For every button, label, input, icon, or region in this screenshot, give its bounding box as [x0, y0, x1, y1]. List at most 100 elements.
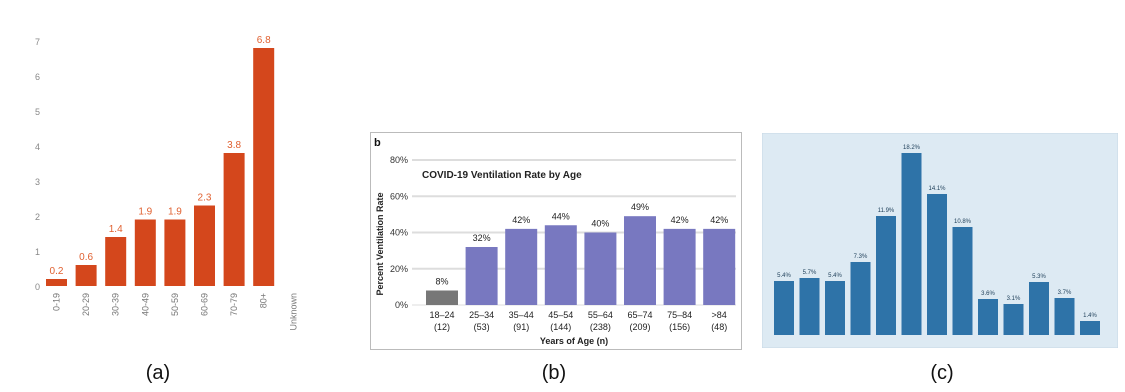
caption-c: (c) — [930, 362, 954, 384]
x-tick-label: 0-19 — [52, 293, 62, 311]
x-tick-n-label: (53) — [474, 322, 490, 332]
data-label: 40% — [591, 219, 609, 229]
y-tick-label: 3 — [35, 177, 40, 187]
data-label: 5.7% — [803, 270, 817, 276]
bar — [46, 279, 67, 286]
data-label: 10.8% — [954, 219, 972, 225]
bar — [1054, 298, 1075, 335]
bar — [927, 194, 947, 335]
x-tick-label: 65–74 — [627, 310, 652, 320]
bars — [426, 216, 736, 305]
data-label: 1.9 — [168, 207, 182, 218]
bar — [978, 299, 998, 335]
bar — [194, 205, 215, 286]
y-axis-label: Percent Ventilation Rate — [375, 192, 385, 295]
x-tick-label: 18–24 — [429, 310, 454, 320]
data-label: 1.4% — [1083, 313, 1097, 319]
y-tick-label: 20% — [390, 264, 408, 274]
bar — [505, 228, 538, 305]
value-labels: 8% 32% 42% 44% 40% 49% 42% 42% — [435, 202, 728, 286]
bars — [774, 153, 1100, 335]
bar — [624, 216, 656, 305]
value-labels: 5.4% 5.7% 5.4% 7.3% 11.9% 18.2% 14.1% 10.8% 3.6%… — [777, 145, 1097, 319]
panel-letter: b — [374, 137, 381, 149]
caption-a: (a) — [145, 362, 171, 384]
y-tick-label: 0% — [395, 300, 408, 310]
bar — [253, 48, 275, 286]
x-tick-label: 25–34 — [469, 310, 494, 320]
bar — [105, 237, 127, 286]
bar — [465, 247, 498, 305]
bar — [774, 281, 794, 335]
bar — [952, 227, 973, 335]
x-tick-label: 20-29 — [81, 293, 91, 316]
x-tick-label: Unknown — [288, 293, 298, 331]
x-axis-labels: 18–24 (12) 25–34 (53) 35–44 (91) 45–54 (144) 55–… — [429, 310, 727, 332]
data-label: 0.2 — [50, 266, 64, 277]
data-label: 5.3% — [1032, 274, 1046, 280]
bar — [1003, 304, 1024, 335]
y-tick-label: 2 — [35, 212, 40, 222]
data-label: 0.6 — [79, 252, 93, 263]
x-tick-n-label: (144) — [550, 322, 571, 332]
bar — [825, 281, 845, 335]
bar — [850, 262, 871, 335]
x-tick-label: 55–64 — [588, 310, 613, 320]
bar — [1080, 321, 1100, 335]
y-tick-label: 7 — [35, 37, 40, 47]
x-tick-n-label: (48) — [711, 322, 727, 332]
y-tick-label: 1 — [35, 247, 40, 257]
chart-b: b 0% 20% 40% 60% 80% COVID-19 Ventilation Ra… — [370, 132, 742, 350]
x-tick-n-label: (238) — [590, 322, 611, 332]
x-tick-n-label: (91) — [513, 322, 529, 332]
y-tick-label: 0 — [35, 282, 40, 292]
x-tick-label: 45–54 — [548, 310, 573, 320]
data-label: 42% — [512, 215, 530, 225]
bar — [901, 153, 922, 335]
y-tick-label: 80% — [390, 155, 408, 165]
x-axis-label: Years of Age (n) — [540, 336, 608, 346]
data-label: 42% — [671, 215, 689, 225]
bar — [584, 232, 617, 305]
y-tick-label: 60% — [390, 191, 408, 201]
x-tick-n-label: (12) — [434, 322, 450, 332]
x-tick-label: 70-79 — [229, 293, 239, 316]
y-tick-label: 5 — [35, 107, 40, 117]
bar — [799, 278, 820, 335]
x-tick-n-label: (209) — [629, 322, 650, 332]
data-label: 8% — [435, 277, 448, 287]
x-tick-label: 50-59 — [170, 293, 180, 316]
data-label: 5.4% — [828, 273, 842, 279]
x-tick-label: >84 — [712, 310, 727, 320]
bar — [876, 216, 896, 335]
chart-title: COVID-19 Ventilation Rate by Age — [422, 170, 582, 181]
caption-b: (b) — [541, 362, 567, 384]
chart-c: 5.4% 5.7% 5.4% 7.3% 11.9% 18.2% 14.1% 10.8% 3.6%… — [762, 133, 1118, 348]
bar — [663, 228, 696, 305]
x-tick-label: 75–84 — [667, 310, 692, 320]
data-label: 6.8 — [257, 35, 271, 46]
x-tick-label: 80+ — [259, 293, 269, 308]
value-labels: 0.2 0.6 1.4 1.9 1.9 2.3 3.8 6.8 — [50, 35, 272, 277]
data-label: 3.1% — [1007, 296, 1021, 302]
x-tick-label: 35–44 — [509, 310, 534, 320]
x-tick-label: 40-49 — [140, 293, 150, 316]
data-label: 1.4 — [109, 224, 123, 235]
data-label: 3.7% — [1058, 290, 1072, 296]
y-axis-ticks: 0 1 2 3 4 5 6 7 — [35, 37, 40, 292]
y-tick-label: 6 — [35, 72, 40, 82]
x-axis-labels: 0-19 20-29 30-39 40-49 50-59 60-69 70-79 80+ Unk… — [52, 293, 299, 331]
bar — [164, 219, 186, 286]
data-label: 44% — [552, 211, 570, 221]
data-label: 18.2% — [903, 145, 921, 151]
data-label: 14.1% — [928, 186, 946, 192]
bar — [223, 153, 245, 286]
data-label: 49% — [631, 202, 649, 212]
bar — [1029, 282, 1049, 335]
x-tick-label: 60-69 — [200, 293, 210, 316]
data-label: 7.3% — [854, 254, 868, 260]
data-label: 3.6% — [981, 291, 995, 297]
data-label: 1.9 — [138, 207, 152, 218]
x-tick-label: 30-39 — [111, 293, 121, 316]
chart-a: 0 1 2 3 4 5 6 7 0.2 0.6 1.4 1.9 1.9 2.3 3.8 6.8 0-19 20… — [35, 35, 299, 331]
